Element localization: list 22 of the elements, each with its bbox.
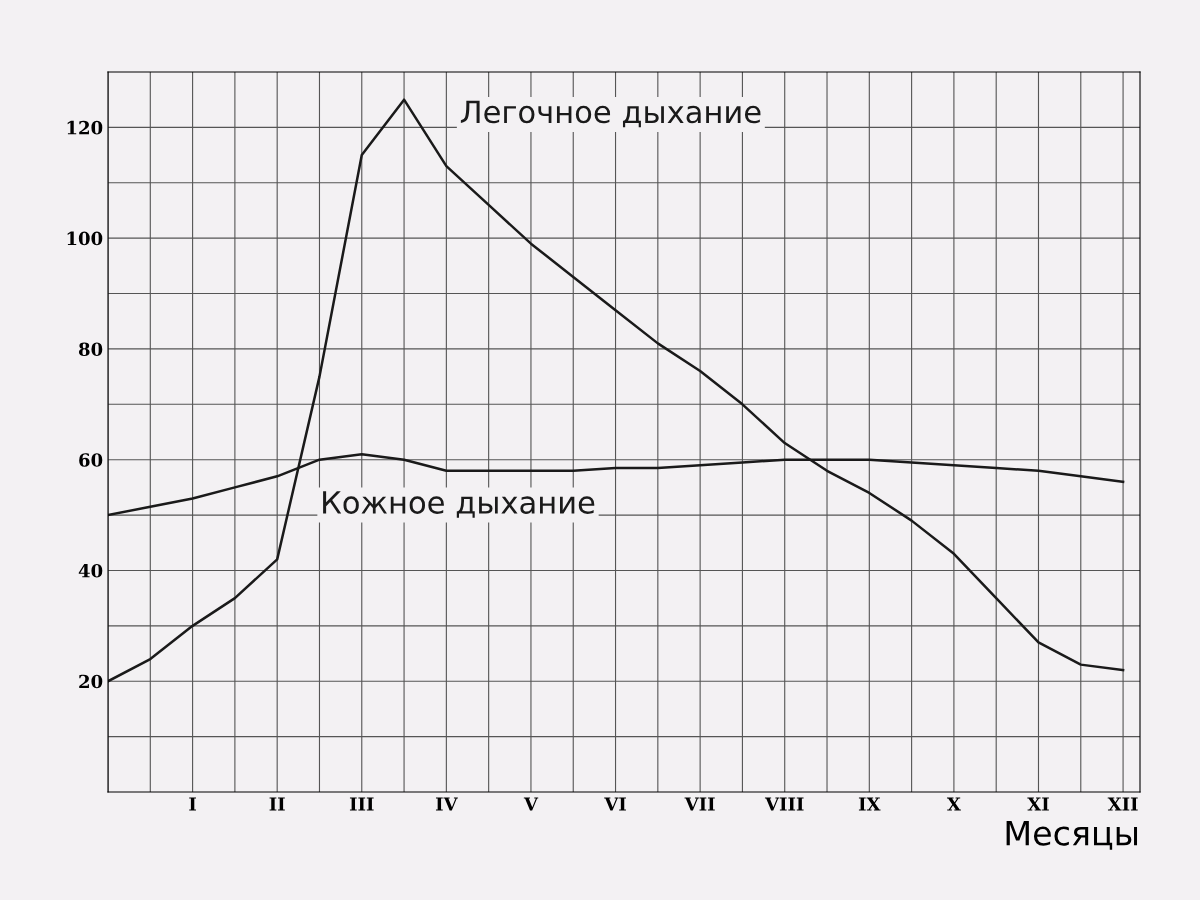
line-series	[108, 98, 1125, 683]
y-tick-label: 100	[67, 231, 103, 246]
x-tick-label: XII	[1107, 797, 1138, 811]
x-tick-label: II	[269, 797, 285, 811]
y-tick-label: 40	[78, 563, 103, 578]
x-tick-label: XI	[1027, 797, 1049, 811]
x-tick-label: VI	[604, 797, 626, 811]
x-tick-label: I	[189, 797, 196, 811]
x-tick-label: VII	[684, 797, 715, 811]
x-axis-title: Месяцы	[1006, 820, 1138, 850]
x-tick-label: VIII	[764, 797, 804, 811]
series-label: Кожное дыхание	[323, 491, 595, 518]
y-tick-label: 120	[67, 120, 103, 135]
x-tick-label: IV	[435, 797, 458, 811]
x-tick-label: V	[523, 797, 539, 811]
x-tick-label: III	[349, 797, 374, 811]
y-tick-label: 20	[79, 674, 103, 689]
x-tick-label: X	[946, 797, 961, 811]
x-tick-label: IX	[858, 797, 881, 811]
y-tick-label: 80	[78, 342, 103, 357]
series-label: Легочное дыхание	[460, 100, 761, 128]
y-tick-label: 60	[79, 453, 103, 467]
